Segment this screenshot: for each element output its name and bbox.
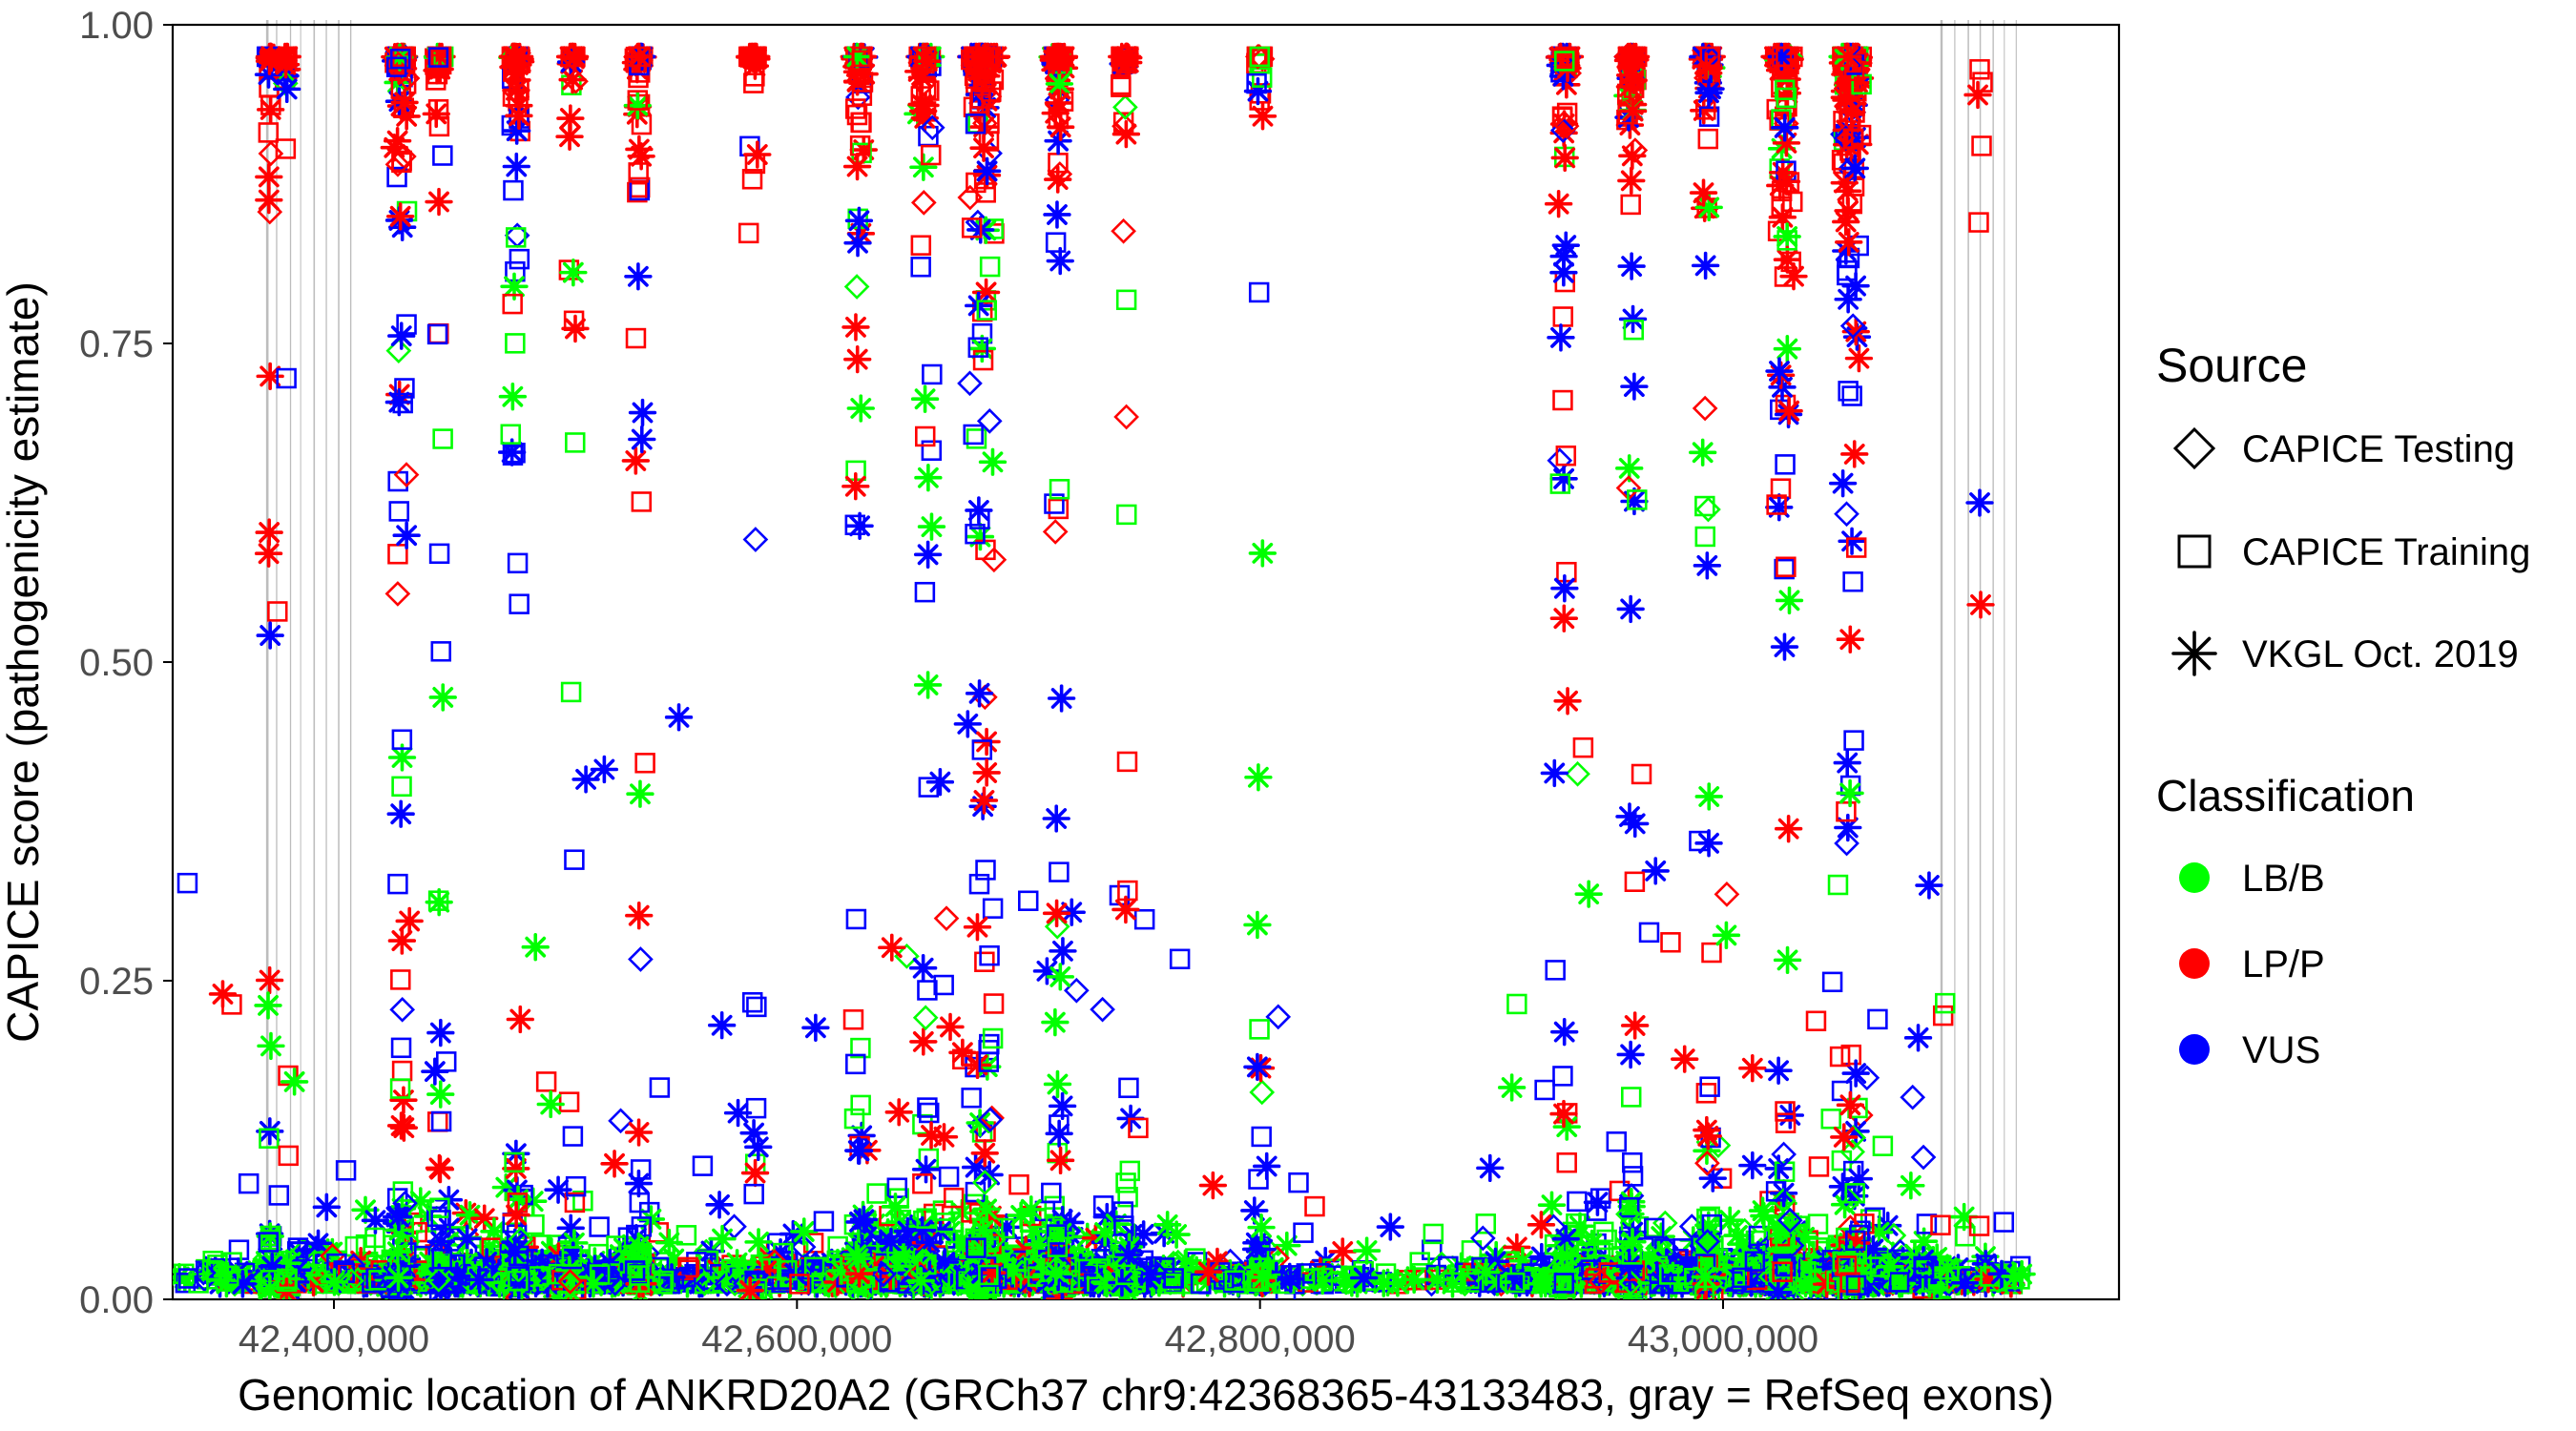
svg-text:0.00: 0.00 bbox=[79, 1279, 154, 1321]
svg-text:Genomic location of ANKRD20A2: Genomic location of ANKRD20A2 (GRCh37 ch… bbox=[238, 1370, 2054, 1420]
svg-text:LB/B: LB/B bbox=[2242, 858, 2325, 900]
svg-text:1.00: 1.00 bbox=[79, 5, 154, 47]
svg-text:0.50: 0.50 bbox=[79, 642, 154, 684]
svg-text:42,400,000: 42,400,000 bbox=[239, 1318, 429, 1360]
svg-text:CAPICE score (pathogenicity es: CAPICE score (pathogenicity estimate) bbox=[0, 281, 48, 1043]
svg-text:0.75: 0.75 bbox=[79, 323, 154, 365]
svg-text:CAPICE Training: CAPICE Training bbox=[2242, 531, 2530, 573]
svg-text:VKGL Oct. 2019: VKGL Oct. 2019 bbox=[2242, 633, 2519, 675]
svg-text:42,600,000: 42,600,000 bbox=[701, 1318, 892, 1360]
svg-text:Classification: Classification bbox=[2156, 771, 2415, 820]
svg-text:CAPICE Testing: CAPICE Testing bbox=[2242, 428, 2515, 470]
svg-text:VUS: VUS bbox=[2242, 1029, 2320, 1071]
svg-text:42,800,000: 42,800,000 bbox=[1165, 1318, 1356, 1360]
svg-text:43,000,000: 43,000,000 bbox=[1628, 1318, 1818, 1360]
svg-text:Source: Source bbox=[2156, 339, 2307, 392]
svg-text:0.25: 0.25 bbox=[79, 961, 154, 1003]
svg-text:LP/P: LP/P bbox=[2242, 944, 2325, 985]
